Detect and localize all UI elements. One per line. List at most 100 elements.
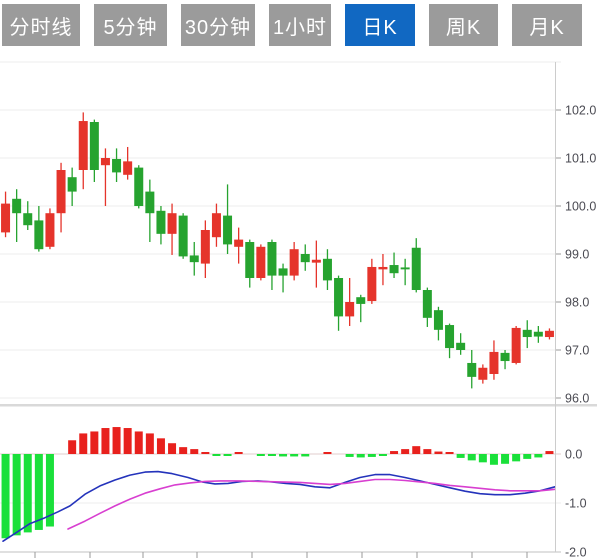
macd-bar [301,454,310,457]
macd-bar [179,447,188,454]
candle [278,263,288,293]
candle [422,287,432,327]
candle [12,189,22,242]
candlesticks [1,112,554,389]
candle [56,162,66,233]
price-axis-label: 100.0 [565,200,596,214]
price-axis-label: 99.0 [565,248,589,262]
candle [167,203,177,255]
candle [256,244,266,281]
macd-bar [201,452,210,454]
macd-bar [1,454,10,539]
candle [367,258,377,304]
price-axis-label: 101.0 [565,152,596,166]
macd-bar [367,454,376,457]
price-axis-label: 98.0 [565,296,589,310]
candle [211,203,221,247]
macd-bar [323,452,332,454]
macd-bar [345,454,354,457]
panel-separator [0,404,597,407]
tab-weekly-k[interactable]: 周K [429,4,498,46]
axis-labels: 102.0 101.0 100.0 99.0 98.0 97.0 96.0 0.0 -1.0 -2… [34,62,596,559]
macd-bar [267,454,276,456]
candle [467,350,477,389]
macd-bar [434,451,443,454]
candle [267,239,277,290]
candle [378,254,388,286]
candle [356,294,366,323]
candle [145,179,155,242]
price-axis-label: 96.0 [565,392,589,406]
macd-bar [134,431,143,454]
macd-bar [112,427,121,454]
macd-bar [467,454,476,461]
macd-axis-label: -1.0 [565,497,587,511]
candle [200,220,210,278]
candle [89,119,99,182]
macd-bar [423,449,432,454]
candle [433,306,443,341]
macd-bar [279,454,288,457]
candle [23,201,33,230]
candle [134,165,144,209]
candle [234,227,244,264]
macd-bar [378,454,387,456]
candle [100,148,110,206]
tab-1hour[interactable]: 1小时 [269,4,331,46]
candle [345,278,355,326]
macd-bar [168,443,177,454]
dea-line [67,478,556,530]
candle [489,340,499,380]
macd-bar [534,454,543,458]
macd-bar [290,454,299,457]
macd-bar [123,428,132,454]
tab-30min[interactable]: 30分钟 [181,4,255,46]
period-tabbar: 分时线 5分钟 30分钟 1小时 日K 周K 月K [2,4,582,46]
candle [112,148,122,182]
tab-monthly-k[interactable]: 月K [512,4,582,46]
macd-bar [234,452,243,454]
candle [245,239,255,288]
candle [156,206,166,245]
gridlines [0,61,597,553]
tab-5min[interactable]: 5分钟 [94,4,167,46]
candle [389,252,399,278]
candle [544,328,554,340]
macd-bar [101,428,110,454]
macd-bar [390,451,399,454]
macd-bar [478,454,487,463]
macd-axis-label: 0.0 [565,448,582,462]
macd-bar [256,454,265,456]
candle [311,240,321,288]
macd-bar [90,431,99,454]
candle [223,184,233,254]
candle [67,167,77,206]
macd-bar [401,449,410,454]
candle [456,333,466,355]
macd-bar [45,454,54,527]
candle [45,208,55,250]
macd-bar [445,452,454,454]
macd-bar [156,438,165,454]
candle [289,242,299,281]
candle [334,275,344,331]
macd-bar [212,454,221,456]
candle [300,244,310,271]
candle [533,326,543,343]
candle [445,323,455,359]
candle [500,350,510,370]
macd-bar [523,454,532,459]
tab-time-share[interactable]: 分时线 [2,4,80,46]
candle [478,364,488,384]
macd-histogram [1,427,554,539]
candle [34,206,44,252]
candle [1,191,11,238]
tab-daily-k[interactable]: 日K [345,4,415,46]
macd-lines [2,470,556,543]
candle [411,238,421,293]
macd-bar [412,446,421,454]
macd-bar [512,454,521,462]
candle [123,146,133,180]
macd-bar [545,451,554,454]
